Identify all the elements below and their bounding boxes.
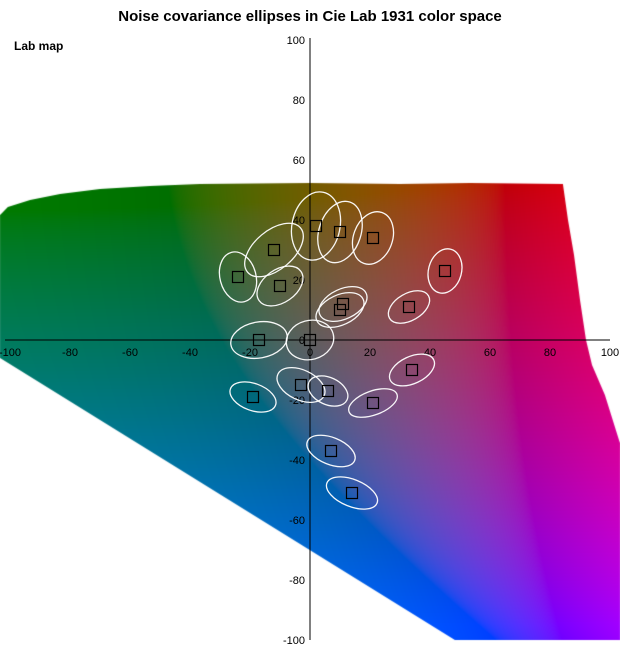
y-tick-label: 60 xyxy=(293,155,305,167)
data-point-marker xyxy=(366,396,380,410)
data-point-marker xyxy=(438,264,452,278)
covariance-ellipse xyxy=(427,248,463,294)
covariance-ellipse xyxy=(307,375,349,407)
x-tick-label: 20 xyxy=(364,347,376,359)
x-tick-label: -80 xyxy=(62,347,78,359)
covariance-ellipse xyxy=(351,211,395,265)
covariance-ellipse xyxy=(285,319,335,361)
y-tick-label: 0 xyxy=(299,335,305,347)
data-point-marker xyxy=(294,378,308,392)
y-tick-label: -40 xyxy=(289,455,305,467)
x-tick-label: -60 xyxy=(122,347,138,359)
chart-title: Noise covariance ellipses in Cie Lab 193… xyxy=(118,8,502,25)
data-point-marker xyxy=(324,444,338,458)
covariance-ellipse xyxy=(276,367,326,403)
data-point-marker xyxy=(402,300,416,314)
map-label: Lab map xyxy=(14,39,64,53)
x-tick-label: 80 xyxy=(544,347,556,359)
covariance-ellipse xyxy=(387,290,431,324)
data-point-marker xyxy=(405,363,419,377)
covariance-ellipse xyxy=(306,434,356,468)
covariance-ellipse xyxy=(348,388,398,418)
y-tick-label: -80 xyxy=(289,575,305,587)
covariance-ellipse xyxy=(229,381,277,413)
covariance-ellipse xyxy=(388,353,436,387)
x-tick-label: 60 xyxy=(484,347,496,359)
covariance-ellipse xyxy=(290,191,342,261)
y-tick-label: -100 xyxy=(283,635,305,647)
covariance-ellipse xyxy=(256,265,304,307)
data-point-marker xyxy=(345,486,359,500)
x-tick-label: 40 xyxy=(424,347,436,359)
data-point-marker xyxy=(321,384,335,398)
data-point-marker xyxy=(273,279,287,293)
y-tick-label: -60 xyxy=(289,515,305,527)
x-tick-label: 0 xyxy=(307,347,313,359)
data-point-marker xyxy=(303,333,317,347)
x-tick-label: -40 xyxy=(182,347,198,359)
data-point-marker xyxy=(309,219,323,233)
y-tick-label: 40 xyxy=(293,215,305,227)
data-point-marker xyxy=(231,270,245,284)
x-tick-label: 100 xyxy=(601,347,619,359)
covariance-ellipse xyxy=(218,251,258,303)
data-point-marker xyxy=(252,333,266,347)
data-point-marker xyxy=(366,231,380,245)
y-tick-label: 100 xyxy=(287,35,305,47)
covariance-ellipse xyxy=(318,286,368,322)
x-tick-label: -20 xyxy=(242,347,258,359)
covariance-ellipse xyxy=(325,476,379,510)
data-point-marker xyxy=(333,225,347,239)
data-point-marker xyxy=(267,243,281,257)
x-tick-label: -100 xyxy=(0,347,21,359)
covariance-ellipse xyxy=(244,222,304,278)
covariance-ellipse xyxy=(317,200,363,264)
y-tick-label: 80 xyxy=(293,95,305,107)
data-point-marker xyxy=(333,303,347,317)
data-point-marker xyxy=(246,390,260,404)
